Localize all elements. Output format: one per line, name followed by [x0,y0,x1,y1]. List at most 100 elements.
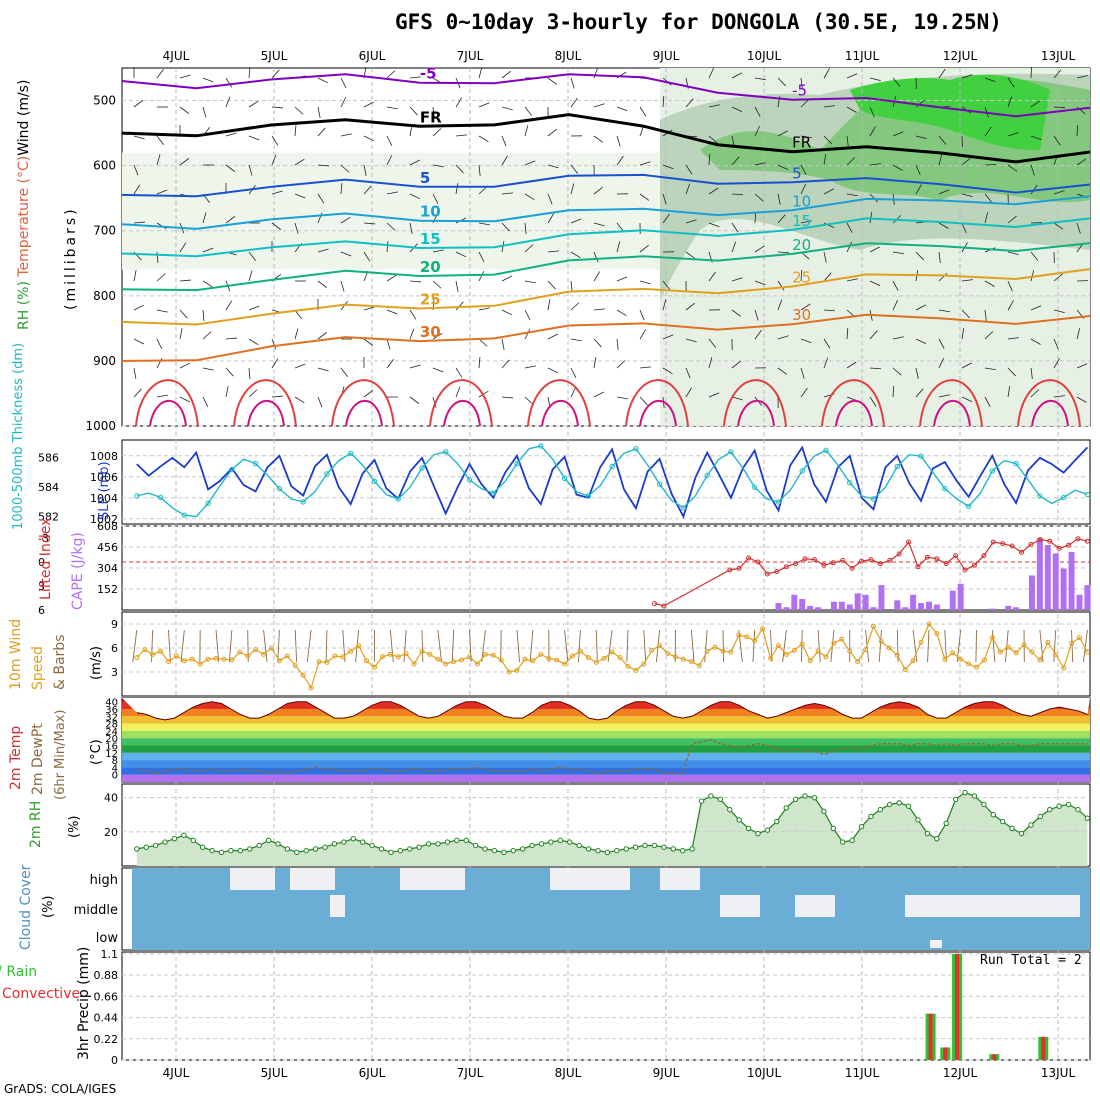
wind-barb [156,273,166,282]
rh-point [303,847,309,854]
li-point [924,554,930,560]
wind-barb [248,367,251,379]
thickness-point [609,463,615,470]
rh-point [397,847,404,854]
cape-bar [925,601,932,610]
wind10m-point [807,658,813,664]
wind-barb [133,388,142,398]
wind-barb [846,157,856,166]
isotherm-label: 5 [792,164,802,182]
thickness-axis-label: 1000-500mb Thickness (dm) [11,343,26,530]
wind-barb [800,367,805,379]
thickness-point [847,480,853,486]
wind-barb [1053,222,1064,230]
wind-barb [294,158,305,166]
wind10m-point [791,647,797,653]
wind-barb [915,135,927,140]
wind-barb [156,394,168,398]
wind-barb [639,329,647,340]
wind-barb [961,74,973,79]
wind-barb [800,303,811,311]
wind-barb [363,164,367,176]
wind-barb [685,183,691,195]
wind-barb [524,244,534,253]
wind-barb [731,360,741,369]
wind10m-barb [817,629,821,663]
wind10m-point [989,635,995,641]
wind-barb [409,309,417,320]
isotherm-40-arc [443,399,481,427]
wind10m-point [150,651,156,657]
isotherm-label: -5 [792,82,807,100]
wind10m-point [387,651,393,657]
wind10m-barb [643,629,647,663]
wind-barb [317,396,323,408]
wind10m-barb [325,629,328,663]
wind10m-point [863,647,869,653]
wind-barb [915,367,919,379]
wind-barb [800,387,808,398]
rh-point [407,846,413,852]
wind-barb [317,280,328,288]
temp-tick: 36 [105,705,118,716]
wind-barb [547,77,558,85]
wind-barb [294,363,306,369]
wind-barb [754,193,764,202]
wind-barb [754,106,761,117]
wind-barb [731,193,744,196]
wind-barb [938,68,946,79]
rh-point [284,846,291,852]
wind-barb [248,338,259,346]
thickness-point [728,449,734,455]
wind-barb [800,99,810,108]
thickness-point [419,465,425,471]
wind-barb [409,364,421,369]
thickness-point [1084,491,1091,498]
wind10m-point [625,663,631,669]
isotherm-35-arc [429,379,493,427]
wind-barb [409,76,421,79]
thickness-point [466,477,473,483]
isotherm-5 [121,173,1091,198]
wind-barb [386,274,397,282]
wind10m-barb [752,629,756,663]
cape-bar [1028,575,1035,610]
wind-barb [869,126,876,137]
wind-barb [869,396,877,407]
wind-barb [984,212,989,224]
thickness-point [490,490,496,496]
li-point [1066,542,1072,548]
isotherm-label: 15 [792,212,811,230]
wind-barb [478,307,490,311]
rh-point [708,793,714,799]
wind10m-barb [975,629,977,663]
rh-point [792,796,799,803]
rh-area [136,792,1088,866]
cape-bar [799,598,806,610]
isotherm-40-arc [541,399,579,427]
wind-barb [1030,164,1035,176]
li-point [859,558,865,564]
rh-point [1056,803,1062,809]
precip-tick: 0.88 [94,969,119,982]
li-point [849,565,855,571]
wind10m-point [577,648,583,654]
wind-barb [708,338,717,348]
wind-barb [1053,358,1060,369]
wind-barb [593,271,601,282]
rh-point [689,846,695,852]
isotherm-label: 10 [792,192,811,210]
rh-point [783,805,789,811]
wind10m-point [181,658,187,664]
rh-point [1084,815,1091,821]
wind-barb [133,338,144,345]
rh-point [143,844,149,850]
thickness-point [205,500,211,507]
wind-barb [386,70,396,79]
wind-barb [1007,132,1019,137]
wind-barb [616,155,624,166]
wind-barb [892,385,895,398]
wind-barb [616,276,628,282]
li-point [793,561,799,567]
